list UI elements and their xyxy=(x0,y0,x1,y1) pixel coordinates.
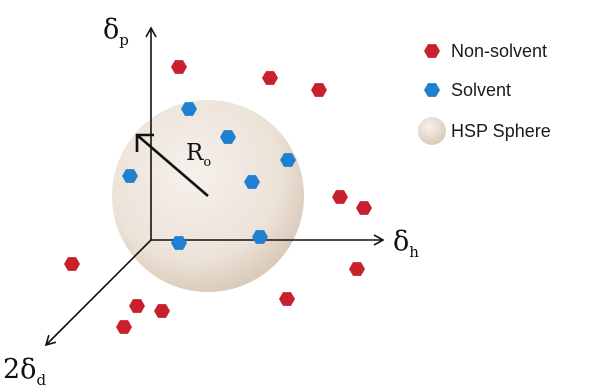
radius-arrow xyxy=(136,134,209,197)
delta-d-label: 2δd xyxy=(3,354,46,389)
non-solvent-point xyxy=(332,190,348,204)
solvent-points xyxy=(122,102,296,250)
legend-hsp-sphere-label: HSP Sphere xyxy=(451,121,551,141)
legend-non-solvent-label: Non-solvent xyxy=(451,41,547,61)
solvent-point xyxy=(181,102,197,116)
non-solvent-point xyxy=(154,304,170,318)
solvent-point xyxy=(220,130,236,144)
non-solvent-point xyxy=(349,262,365,276)
solvent-point xyxy=(171,236,187,250)
non-solvent-point xyxy=(171,60,187,74)
delta-d-axis xyxy=(44,239,152,347)
non-solvent-point xyxy=(116,320,132,334)
non-solvent-point xyxy=(262,71,278,85)
non-solvent-point xyxy=(356,201,372,215)
solvent-point xyxy=(280,153,296,167)
legend-solvent-label: Solvent xyxy=(451,80,511,100)
non-solvent-point xyxy=(64,257,80,271)
non-solvent-point xyxy=(279,292,295,306)
non-solvent-hexagon-icon xyxy=(424,44,440,58)
radius-arrowhead xyxy=(135,133,154,152)
non-solvent-point xyxy=(129,299,145,313)
delta-p-label: δp xyxy=(103,14,129,49)
legend: Non-solvent Solvent HSP Sphere xyxy=(418,41,551,145)
solvent-hexagon-icon xyxy=(424,83,440,97)
solvent-point xyxy=(244,175,260,189)
solvent-point xyxy=(122,169,138,183)
solvent-point xyxy=(252,230,268,244)
hsp-sphere-icon xyxy=(418,117,446,145)
non-solvent-points xyxy=(64,60,372,334)
non-solvent-point xyxy=(311,83,327,97)
delta-h-label: δh xyxy=(393,226,419,261)
radius-label: Ro xyxy=(186,140,211,170)
